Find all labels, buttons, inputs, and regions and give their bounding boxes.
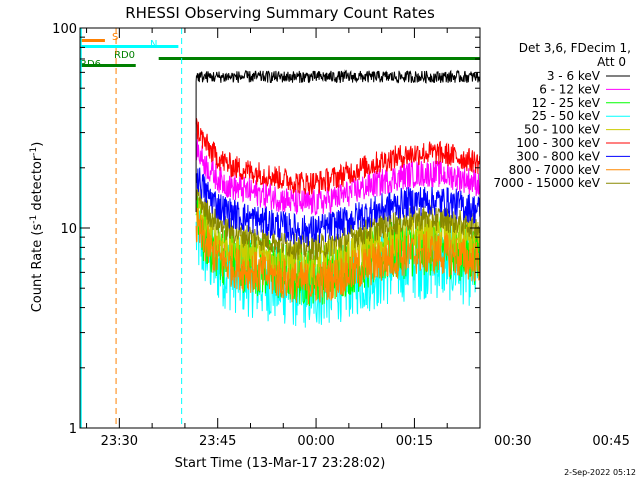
- legend-label-5: 100 - 300 keV: [516, 136, 600, 150]
- y-axis-label-sup-1: -1: [29, 215, 39, 224]
- flag-label-rd0: RD0: [114, 50, 135, 61]
- series-line-0: [195, 69, 480, 213]
- y-tick-label-2: 100: [52, 22, 77, 37]
- x-axis-label: Start Time (13-Mar-17 23:28:02): [175, 456, 386, 471]
- legend-label-3: 25 - 50 keV: [532, 109, 601, 123]
- legend-label-6: 300 - 800 keV: [516, 149, 600, 163]
- plot-area: S N RD0 RD6 1 10 100 23:30 23:45 00:00 00:15 00:30 0…: [52, 22, 630, 449]
- flag-label-n: N: [150, 39, 157, 50]
- legend-label-2: 12 - 25 keV: [532, 96, 601, 110]
- y-axis-label-part-2: detector: [30, 155, 45, 215]
- legend-label-0: 3 - 6 keV: [547, 69, 601, 83]
- y-axis-label: Count Rate (s-1 detector-1): [29, 142, 45, 313]
- series-line-1: [195, 133, 480, 216]
- x-tick-label-3: 00:15: [396, 434, 433, 449]
- y-axis-label-sup-2: -1: [29, 147, 39, 156]
- series-line-7: [195, 207, 480, 305]
- light-curves: [195, 69, 480, 328]
- x-tick-label-1: 23:45: [199, 434, 236, 449]
- legend-header-line-1: Det 3,6, FDecim 1,: [519, 41, 631, 55]
- series-line-5: [195, 118, 480, 195]
- flag-bar-s-0: [80, 39, 105, 42]
- flag-bar-n-0: [80, 45, 179, 48]
- y-tick-label-1: 10: [60, 222, 77, 237]
- footer-date: 2-Sep-2022 05:12: [564, 468, 636, 477]
- y-tick-label-0: 1: [69, 422, 77, 437]
- x-tick-label-2: 00:00: [297, 434, 334, 449]
- series-line-6: [195, 167, 480, 248]
- chart-title: RHESSI Observing Summary Count Rates: [125, 4, 435, 22]
- y-axis-label-part-1: Count Rate (s: [30, 224, 45, 313]
- flag-bar-rd6-0: [80, 64, 136, 67]
- legend-header-line-2: Att 0: [597, 55, 626, 69]
- x-tick-label-0: 23:30: [101, 434, 138, 449]
- flag-bar-rd0-0: [158, 57, 480, 60]
- legend-label-4: 50 - 100 keV: [524, 123, 601, 137]
- x-tick-label-5: 00:45: [592, 434, 629, 449]
- y-axis-label-part-3: ): [30, 142, 45, 147]
- flag-label-rd6: RD6: [80, 59, 101, 70]
- legend-label-7: 800 - 7000 keV: [509, 163, 601, 177]
- x-tick-label-4: 00:30: [494, 434, 531, 449]
- flag-label-s: S: [112, 32, 118, 43]
- legend-label-8: 7000 - 15000 keV: [493, 176, 600, 190]
- legend-label-1: 6 - 12 keV: [539, 82, 601, 96]
